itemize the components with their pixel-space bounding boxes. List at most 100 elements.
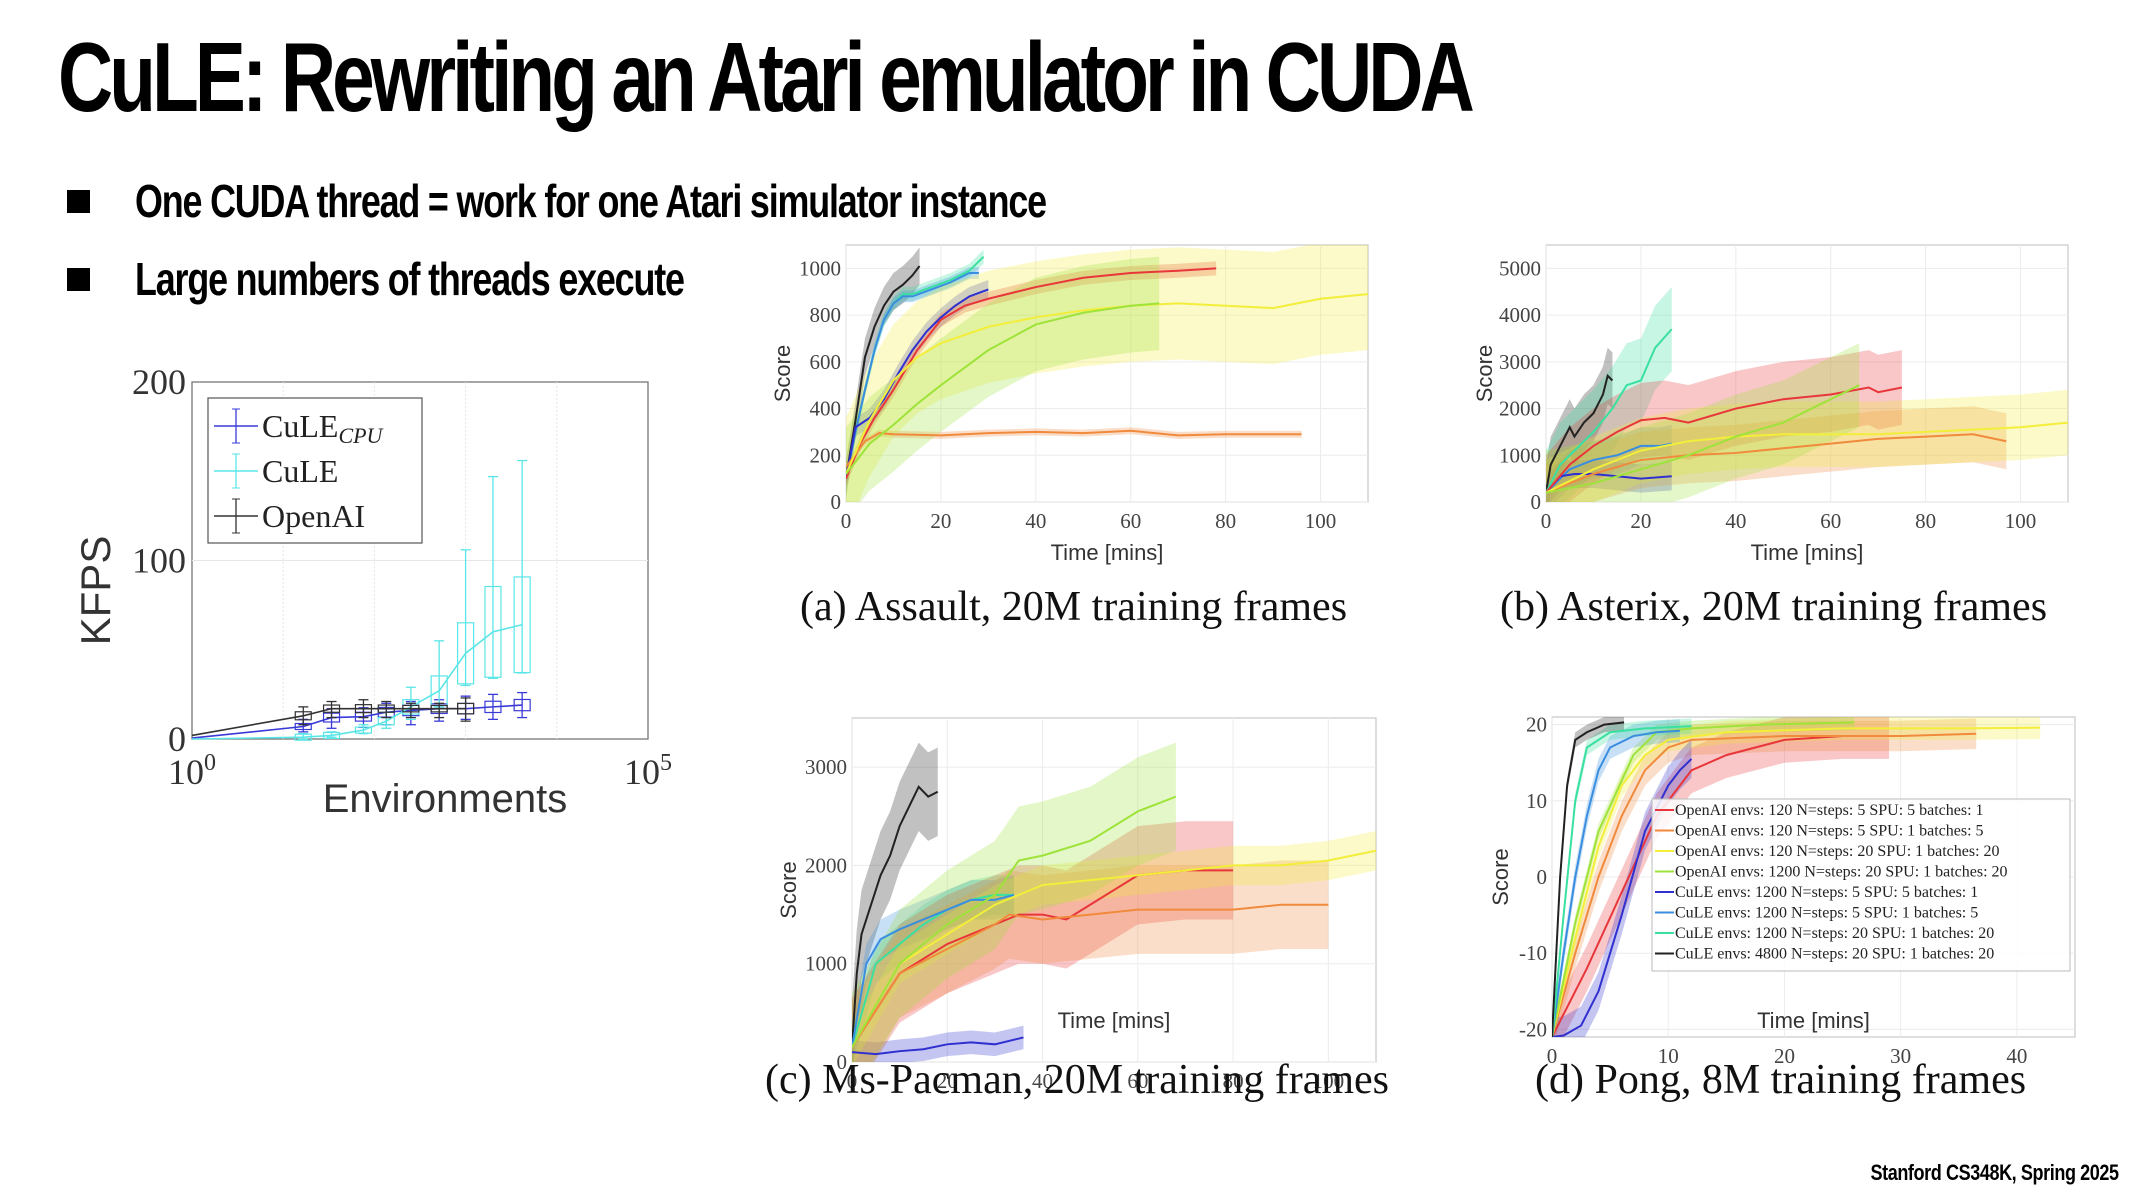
confidence-band	[1552, 717, 1890, 1037]
bullet-item: One CUDA thread = work for one Atari sim…	[67, 178, 1303, 224]
y-tick-label: 10	[1526, 789, 1547, 813]
series-line	[852, 849, 1376, 1048]
y-axis-label: KFPS	[72, 536, 119, 646]
box-marker	[354, 726, 373, 734]
series-line	[1552, 735, 1890, 1037]
confidence-band	[846, 245, 1368, 502]
y-tick-label: 100	[132, 541, 186, 581]
box-marker	[402, 704, 420, 713]
bullet-square-icon	[67, 189, 90, 213]
x-tick-label: 100	[1305, 509, 1337, 533]
x-tick-label: 105	[624, 750, 672, 792]
plot-area	[1545, 244, 2069, 503]
y-axis-label: Score	[770, 345, 795, 402]
x-tick-label: 40	[1032, 1069, 1053, 1093]
x-tick-label: 0	[841, 509, 852, 533]
legend-entry: OpenAI	[262, 498, 365, 534]
y-axis-label: Score	[1488, 848, 1513, 905]
series-line	[846, 265, 921, 479]
legend-box	[1651, 798, 2071, 972]
y-tick-label: 800	[810, 303, 842, 327]
box-marker	[322, 704, 341, 713]
y-tick-label: 1000	[1499, 443, 1541, 467]
x-tick-label: 0	[1547, 1044, 1558, 1068]
series-line	[846, 288, 989, 479]
series-line	[1552, 732, 1977, 1037]
chart-caption: (b) Asterix, 20M training frames	[1500, 584, 2047, 630]
series-line	[846, 267, 1217, 480]
y-tick-label: -20	[1519, 1017, 1547, 1041]
y-tick-label: 400	[810, 397, 842, 421]
y-tick-label: 0	[831, 490, 842, 514]
box-marker	[457, 622, 475, 685]
y-axis-label: Score	[1472, 345, 1497, 402]
series-line	[191, 707, 466, 737]
series-line	[846, 293, 1368, 475]
y-tick-label: 3000	[805, 755, 847, 779]
box-marker	[430, 704, 448, 713]
legend-entry: CuLE envs: 1200 N=steps: 20 SPU: 1 batch…	[1675, 925, 1994, 942]
legend-entry: OpenAI envs: 120 N=steps: 20 SPU: 1 batc…	[1675, 843, 2000, 860]
y-tick-label: 600	[810, 350, 842, 374]
x-tick-label: 80	[1223, 1069, 1244, 1093]
box-marker	[484, 700, 502, 714]
series-line	[1552, 721, 1855, 1037]
y-tick-label: 2000	[1499, 397, 1541, 421]
x-tick-label: 80	[1915, 509, 1936, 533]
series-line	[1552, 726, 2041, 1037]
box-marker	[354, 704, 373, 714]
chart-caption: (c) Ms-Pacman, 20M training frames	[765, 1057, 1389, 1103]
y-tick-label: 0	[837, 1050, 848, 1074]
x-axis-label: Time [mins]	[1757, 1008, 1870, 1033]
confidence-band	[852, 875, 1014, 1062]
series-line	[1552, 758, 1693, 1037]
confidence-band	[852, 821, 1234, 1062]
confidence-band	[1546, 350, 1902, 502]
x-tick-label: 60	[1127, 1069, 1148, 1093]
series-line	[852, 903, 1329, 1048]
box-marker	[513, 576, 531, 674]
x-tick-label: 100	[1313, 1069, 1345, 1093]
legend-entry: OpenAI envs: 1200 N=steps: 20 SPU: 1 bat…	[1675, 864, 2008, 881]
y-tick-label: 1000	[799, 256, 841, 280]
confidence-band	[846, 256, 1160, 502]
series-line	[846, 272, 979, 479]
y-tick-label: 0	[1531, 490, 1542, 514]
y-tick-label: 2000	[805, 853, 847, 877]
pong-chart: 0 10 20 30 40 -20 -10 0 10 20 Time [mins] Score (d) …	[1488, 713, 2076, 1103]
box-marker	[484, 585, 502, 678]
confidence-band	[846, 247, 920, 498]
confidence-band	[852, 742, 938, 1062]
slide-title: CuLE: Rewriting an Atari emulator in CUD…	[58, 22, 1475, 132]
confidence-band	[846, 427, 1302, 471]
box-marker	[377, 704, 395, 713]
y-tick-label: 3000	[1499, 350, 1541, 374]
bullet-text: Large numbers of threads execute	[135, 253, 685, 305]
chart-caption: (d) Pong, 8M training frames	[1535, 1057, 2026, 1103]
series-line	[1552, 721, 1625, 1037]
legend-entry: CuLE envs: 4800 N=steps: 20 SPU: 1 batch…	[1675, 946, 1994, 963]
legend-entry: CuLE envs: 1200 N=steps: 5 SPU: 1 batche…	[1675, 905, 1978, 922]
x-tick-label: 0	[847, 1069, 858, 1093]
series-line	[846, 302, 1160, 475]
series-line	[1552, 729, 1680, 1037]
series-line	[852, 795, 1177, 1048]
bullet-item: Large numbers of threads execute	[67, 256, 839, 302]
x-tick-label: 40	[1025, 509, 1046, 533]
y-tick-label: 200	[810, 443, 842, 467]
series-line	[191, 623, 523, 740]
x-tick-label: 0	[1541, 509, 1552, 533]
x-axis-label: Time [mins]	[1751, 540, 1864, 565]
y-tick-label: 0	[1537, 865, 1548, 889]
x-tick-label: 100	[2005, 509, 2037, 533]
confidence-band	[852, 860, 1329, 1062]
y-tick-label: 20	[1526, 713, 1547, 737]
x-tick-label: 30	[1890, 1044, 1911, 1068]
series-line	[1546, 421, 2068, 494]
confidence-band	[852, 742, 1176, 1062]
x-tick-label: 40	[1725, 509, 1746, 533]
series-line	[1546, 386, 1903, 494]
footer-course-label: Stanford CS348K, Spring 2025	[1870, 1160, 2120, 1185]
